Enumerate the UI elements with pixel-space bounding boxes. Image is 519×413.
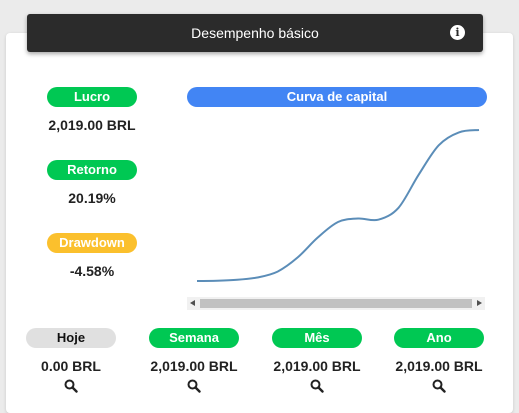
equity-curve-chart bbox=[187, 108, 487, 293]
equity-curve-badge: Curva de capital bbox=[187, 87, 487, 107]
drawdown-badge: Drawdown bbox=[47, 233, 137, 253]
search-icon[interactable] bbox=[64, 379, 78, 393]
period-week-value: 2,019.00 BRL bbox=[150, 358, 238, 374]
search-icon[interactable] bbox=[187, 379, 201, 393]
search-icon[interactable] bbox=[310, 379, 324, 393]
scroll-left-arrow-icon[interactable] bbox=[190, 300, 195, 306]
period-year: Ano 2,019.00 BRL bbox=[394, 328, 484, 393]
panel-title: Desempenho básico bbox=[191, 25, 319, 41]
lucro-badge: Lucro bbox=[47, 87, 137, 107]
lucro-value: 2,019.00 BRL bbox=[48, 117, 136, 133]
info-icon[interactable]: i bbox=[450, 25, 465, 40]
drawdown-value: -4.58% bbox=[69, 263, 115, 279]
period-today-value: 0.00 BRL bbox=[41, 358, 101, 374]
period-today-button[interactable]: Hoje bbox=[26, 328, 116, 348]
panel-header: Desempenho básico i bbox=[27, 14, 483, 52]
retorno-badge: Retorno bbox=[47, 160, 137, 180]
equity-curve-line bbox=[196, 129, 480, 282]
equity-curve-svg bbox=[196, 129, 480, 282]
period-year-value: 2,019.00 BRL bbox=[395, 358, 483, 374]
period-week: Semana 2,019.00 BRL bbox=[149, 328, 239, 393]
scroll-right-arrow-icon[interactable] bbox=[477, 300, 482, 306]
search-icon[interactable] bbox=[432, 379, 446, 393]
period-month: Mês 2,019.00 BRL bbox=[272, 328, 362, 393]
period-today: Hoje 0.00 BRL bbox=[26, 328, 116, 393]
period-month-value: 2,019.00 BRL bbox=[273, 358, 361, 374]
period-month-button[interactable]: Mês bbox=[272, 328, 362, 348]
chart-horizontal-scrollbar[interactable] bbox=[187, 297, 485, 310]
retorno-value: 20.19% bbox=[68, 190, 116, 206]
period-week-button[interactable]: Semana bbox=[149, 328, 239, 348]
period-year-button[interactable]: Ano bbox=[394, 328, 484, 348]
scrollbar-thumb[interactable] bbox=[200, 299, 472, 308]
